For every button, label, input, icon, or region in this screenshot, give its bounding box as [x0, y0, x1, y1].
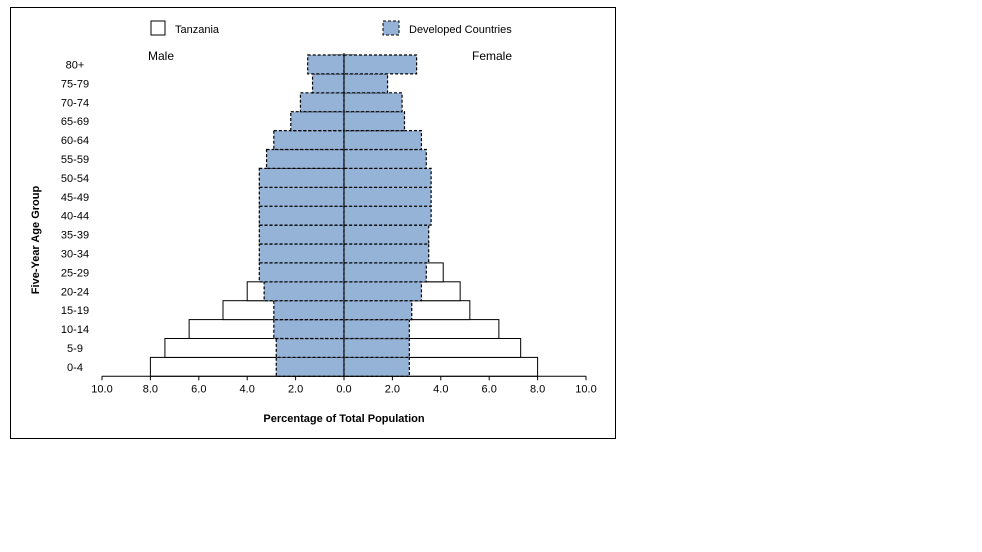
- y-tick-labels: 0-4 5-9 10-14 15-19 20-24 25-29 30-34 35-39 40-4…: [61, 59, 89, 373]
- developed-countries-male-bar-55-59: [265, 148, 345, 169]
- developed-countries-male-bar-80-: [307, 54, 345, 75]
- developed-countries-female-bar-50-54: [343, 167, 432, 188]
- developed-countries-female-bar-75-79: [343, 73, 389, 94]
- x-tick-labels: 10.0 8.0 6.0 4.0 2.0 0.0 2.0 4.0 6.0 8.0 10.0: [91, 376, 597, 395]
- developed-countries-male-bar-40-44: [258, 205, 345, 226]
- developed-countries-male-bar-65-69: [290, 111, 345, 132]
- developed-countries-female-bar-70-74: [343, 92, 403, 113]
- developed-countries-female-bar-55-59: [343, 148, 427, 169]
- developed-countries-male-bar-15-19: [273, 300, 345, 321]
- x-tick-8: 6.0: [482, 383, 497, 395]
- legend-label-developed: Developed Countries: [409, 24, 512, 36]
- y-tick-20-24: 20-24: [61, 286, 89, 298]
- developed-countries-male-bar-70-74: [299, 92, 345, 113]
- x-tick-10: 10.0: [575, 383, 596, 395]
- male-label: Male: [148, 49, 174, 63]
- developed-countries-female-bar-25-29: [343, 262, 427, 283]
- developed-countries-male-bar-50-54: [258, 167, 345, 188]
- developed-bars: [258, 54, 432, 377]
- y-tick-50-54: 50-54: [61, 173, 89, 185]
- developed-countries-male-bar-5-9: [275, 337, 345, 358]
- developed-countries-female-bar-40-44: [343, 205, 432, 226]
- developed-countries-male-bar-0-4: [275, 356, 345, 377]
- developed-countries-male-bar-35-39: [258, 224, 345, 245]
- y-tick-70-74: 70-74: [61, 97, 89, 109]
- y-tick-0-4: 0-4: [67, 362, 83, 374]
- y-axis-title: Five-Year Age Group: [30, 186, 42, 295]
- legend: Tanzania Developed Countries: [150, 20, 512, 36]
- developed-countries-female-bar-60-64: [343, 129, 423, 151]
- legend-swatch-tanzania: [150, 20, 166, 36]
- x-tick-9: 8.0: [530, 383, 545, 395]
- developed-countries-female-bar-5-9: [343, 337, 410, 358]
- x-tick-7: 4.0: [433, 383, 448, 395]
- x-tick-1: 8.0: [143, 383, 158, 395]
- developed-countries-male-bar-45-49: [258, 186, 345, 207]
- developed-countries-female-bar-80-: [343, 54, 418, 75]
- y-tick-30-34: 30-34: [61, 248, 89, 260]
- y-tick-45-49: 45-49: [61, 192, 89, 204]
- y-tick-40-44: 40-44: [61, 211, 89, 223]
- x-tick-4: 2.0: [288, 383, 303, 395]
- developed-countries-female-bar-45-49: [343, 186, 432, 207]
- x-tick-2: 6.0: [191, 383, 206, 395]
- chart-frame: Tanzania Developed Countries Male Female…: [10, 7, 616, 439]
- developed-countries-female-bar-10-14: [343, 319, 410, 340]
- x-tick-0: 10.0: [91, 383, 112, 395]
- developed-countries-female-bar-35-39: [343, 224, 430, 245]
- y-tick-55-59: 55-59: [61, 154, 89, 166]
- y-tick-80-: 80+: [66, 59, 85, 71]
- developed-countries-male-bar-60-64: [273, 129, 345, 151]
- female-label: Female: [472, 49, 512, 63]
- y-tick-65-69: 65-69: [61, 116, 89, 128]
- developed-countries-female-bar-15-19: [343, 300, 413, 321]
- y-tick-75-79: 75-79: [61, 78, 89, 90]
- developed-countries-male-bar-30-34: [258, 243, 345, 264]
- developed-countries-female-bar-30-34: [343, 243, 430, 264]
- developed-countries-male-bar-75-79: [311, 73, 345, 94]
- x-tick-3: 4.0: [240, 383, 255, 395]
- y-tick-5-9: 5-9: [67, 343, 83, 355]
- developed-countries-male-bar-25-29: [258, 262, 345, 283]
- y-tick-10-14: 10-14: [61, 324, 89, 336]
- developed-countries-female-bar-65-69: [343, 111, 406, 132]
- y-tick-15-19: 15-19: [61, 305, 89, 317]
- legend-label-tanzania: Tanzania: [175, 24, 220, 36]
- y-tick-25-29: 25-29: [61, 267, 89, 279]
- developed-countries-male-bar-20-24: [263, 281, 345, 302]
- x-tick-5: 0.0: [336, 383, 351, 395]
- developed-countries-male-bar-10-14: [273, 319, 345, 340]
- population-pyramid-chart: Tanzania Developed Countries Male Female…: [30, 20, 597, 425]
- y-tick-35-39: 35-39: [61, 230, 89, 242]
- developed-countries-female-bar-20-24: [343, 281, 423, 302]
- developed-countries-female-bar-0-4: [343, 356, 410, 377]
- legend-swatch-developed: [382, 20, 400, 36]
- y-tick-60-64: 60-64: [61, 135, 89, 147]
- x-axis-title: Percentage of Total Population: [263, 413, 424, 425]
- x-tick-6: 2.0: [385, 383, 400, 395]
